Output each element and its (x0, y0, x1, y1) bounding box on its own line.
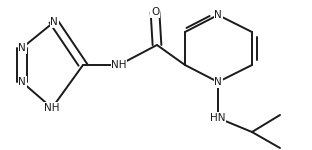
Text: N: N (18, 43, 26, 53)
Text: O: O (151, 7, 159, 17)
Text: N: N (214, 10, 222, 20)
Text: NH: NH (111, 60, 127, 70)
Text: N: N (214, 77, 222, 87)
Text: NH: NH (44, 103, 60, 113)
Text: N: N (18, 77, 26, 87)
Text: HN: HN (210, 113, 226, 123)
Text: N: N (50, 17, 58, 27)
